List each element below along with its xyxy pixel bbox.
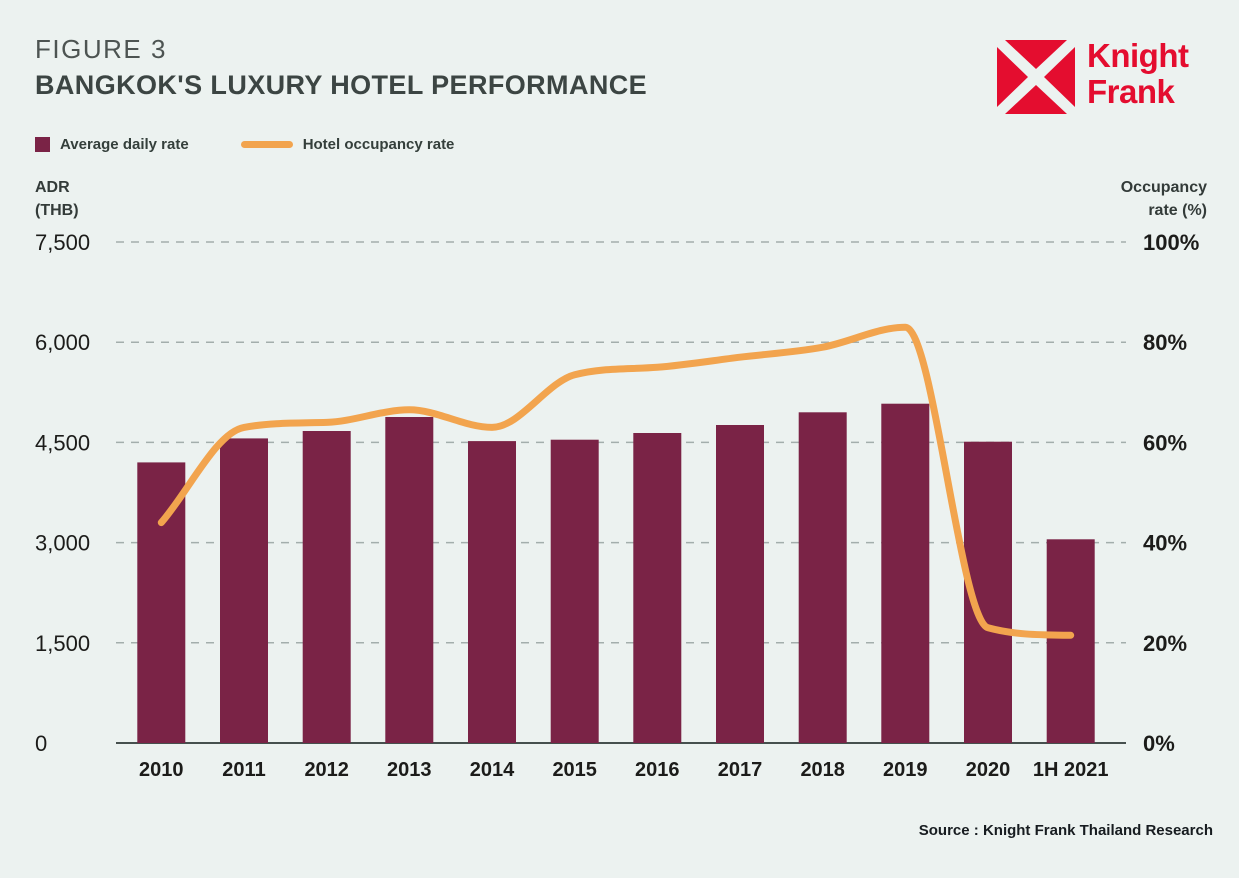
- right-axis-tick-label: 20%: [1143, 631, 1187, 656]
- occupancy-legend-label: Hotel occupancy rate: [302, 136, 455, 153]
- left-axis-tick-label: 1,500: [35, 631, 90, 656]
- page-title: BANGKOK'S LUXURY HOTEL PERFORMANCE: [35, 70, 648, 100]
- x-axis-label: 2020: [966, 759, 1011, 781]
- x-axis-label: 2018: [800, 759, 845, 781]
- adr-bar-2015: [550, 439, 599, 743]
- right-axis-title-line1: Occupancy: [1120, 179, 1207, 196]
- adr-legend-swatch: [35, 137, 50, 152]
- knight-frank-logo-icon: [997, 40, 1075, 114]
- right-axis-tick-label: 100%: [1143, 230, 1199, 255]
- left-axis-title-line2: (THB): [35, 202, 79, 219]
- occupancy-line: [157, 323, 1075, 639]
- right-axis-tick-label: 40%: [1143, 531, 1187, 556]
- left-axis-tick-label: 6,000: [35, 330, 90, 355]
- figure-label: FIGURE 3: [35, 34, 167, 64]
- right-axis-tick-label: 80%: [1143, 330, 1187, 355]
- x-axis-label: 2017: [718, 759, 763, 781]
- adr-legend-label: Average daily rate: [60, 136, 189, 153]
- adr-bar-2018: [798, 412, 847, 743]
- x-axis-label: 2011: [222, 759, 265, 781]
- left-axis-title: ADR (THB): [35, 176, 79, 222]
- logo-word-frank: Frank: [1087, 73, 1175, 110]
- x-axis-label: 2016: [635, 759, 680, 781]
- right-axis-tick-label: 0%: [1143, 731, 1175, 756]
- chart-legend: Average daily rate Hotel occupancy rate: [35, 136, 454, 153]
- x-axis-label: 1H 2021: [1033, 759, 1109, 781]
- adr-bar-2011: [220, 438, 268, 743]
- adr-bar-2017: [716, 425, 764, 743]
- left-axis-tick-label: 0: [35, 731, 47, 756]
- adr-bar-2014: [468, 441, 516, 743]
- right-axis-title-line2: rate (%): [1148, 202, 1207, 219]
- adr-bar-2013: [385, 417, 434, 743]
- left-axis-tick-label: 4,500: [35, 430, 90, 455]
- adr-bar-2010: [137, 462, 186, 743]
- x-axis-label: 2012: [304, 759, 349, 781]
- x-axis-label: 2015: [552, 759, 597, 781]
- adr-bar-2012: [302, 431, 351, 743]
- x-axis-label: 2014: [470, 759, 515, 781]
- right-axis-tick-label: 60%: [1143, 430, 1187, 455]
- left-axis-tick-label: 7,500: [35, 230, 90, 255]
- adr-bar-2019: [881, 403, 930, 743]
- logo-word-knight: Knight: [1087, 37, 1189, 74]
- occupancy-legend-swatch: [240, 141, 293, 148]
- right-axis-title: Occupancy rate (%): [1121, 176, 1207, 222]
- x-axis-label: 2010: [139, 759, 184, 781]
- knight-frank-logo-text: Knight Frank: [1087, 37, 1189, 110]
- x-axis-label: 2019: [883, 759, 928, 781]
- adr-bar-2016: [633, 433, 682, 743]
- adr-bar-1H-2021: [1046, 539, 1095, 743]
- left-axis-title-line1: ADR: [35, 179, 70, 196]
- x-axis-label: 2013: [387, 759, 432, 781]
- source-note: Source : Knight Frank Thailand Research: [918, 822, 1213, 839]
- knight-frank-logo: Knight Frank: [997, 37, 1189, 114]
- left-axis-tick-label: 3,000: [35, 531, 90, 556]
